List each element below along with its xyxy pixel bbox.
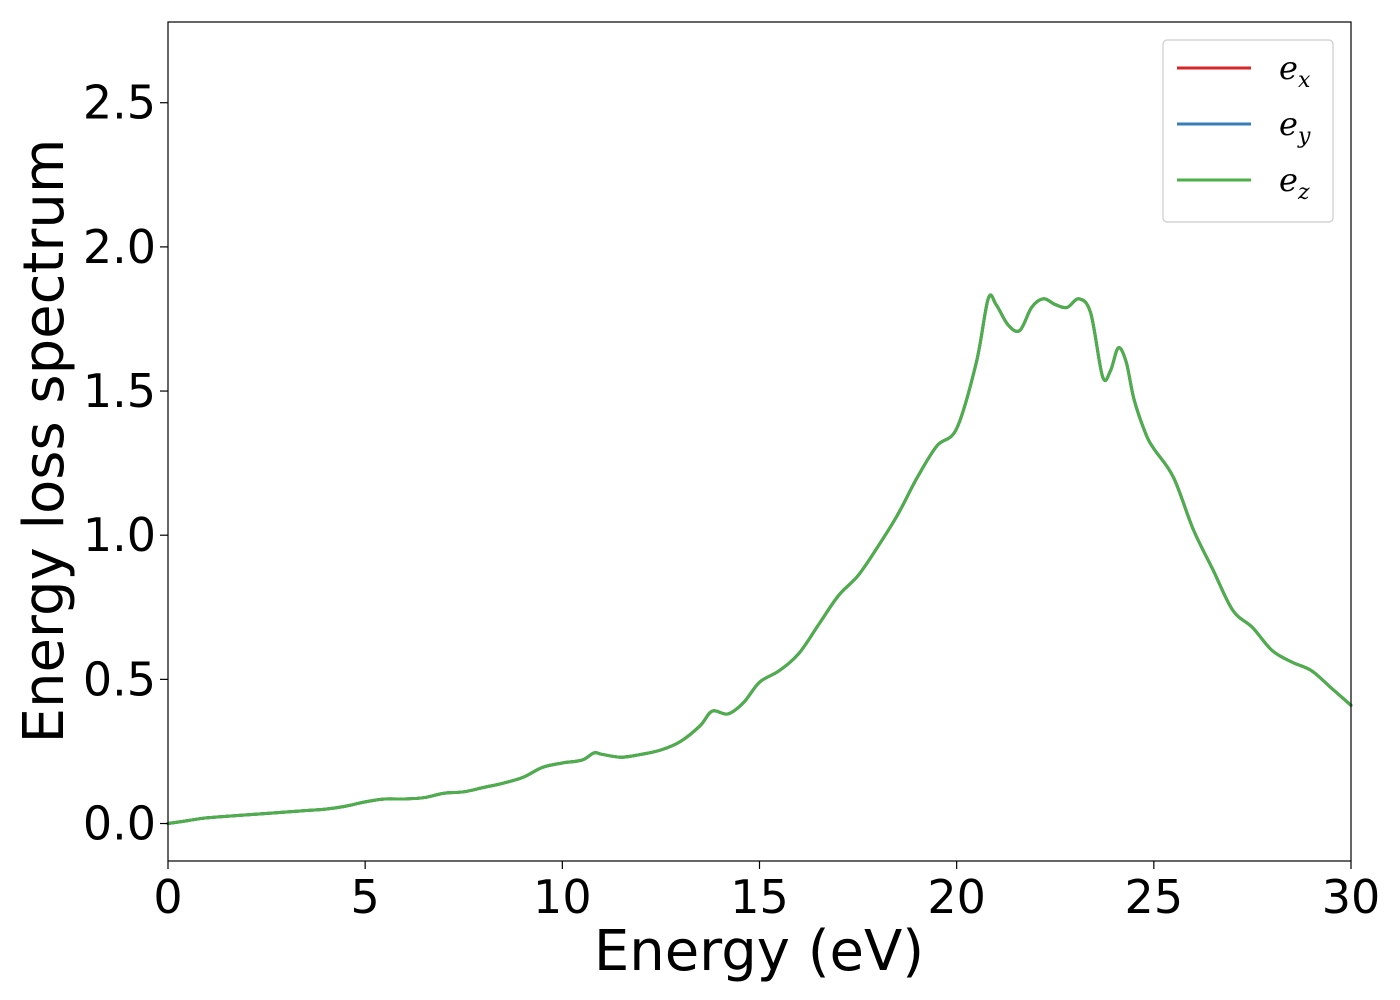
legend-box [1162,39,1334,223]
y-axis: 0.0 0.5 1.0 1.5 2.0 2.5 [83,76,168,851]
legend: ex ey ez [1162,39,1334,223]
x-axis: 0 5 10 15 20 25 30 [153,861,1380,924]
y-tick-label: 0.5 [83,652,156,706]
plot-area [168,22,1351,861]
x-tick-label: 0 [153,870,182,924]
x-tick-label: 30 [1322,870,1381,924]
x-tick-label: 5 [351,870,380,924]
y-tick-label: 0.0 [83,797,156,851]
legend-label: ey [1279,105,1311,149]
x-tick-label: 25 [1125,870,1184,924]
y-tick-label: 2.0 [83,220,156,274]
x-axis-label: Energy (eV) [594,919,924,984]
x-tick-label: 20 [927,870,986,924]
y-axis-label: Energy loss spectrum [12,139,77,744]
y-tick-label: 2.5 [83,76,156,130]
legend-label: ex [1279,49,1311,93]
x-tick-label: 10 [533,870,592,924]
series-layer [166,293,1353,826]
x-tick-label: 15 [730,870,789,924]
y-tick-label: 1.5 [83,364,156,418]
series-line-e-z [166,293,1353,826]
legend-label: ez [1279,161,1310,205]
y-tick-label: 1.0 [83,508,156,562]
